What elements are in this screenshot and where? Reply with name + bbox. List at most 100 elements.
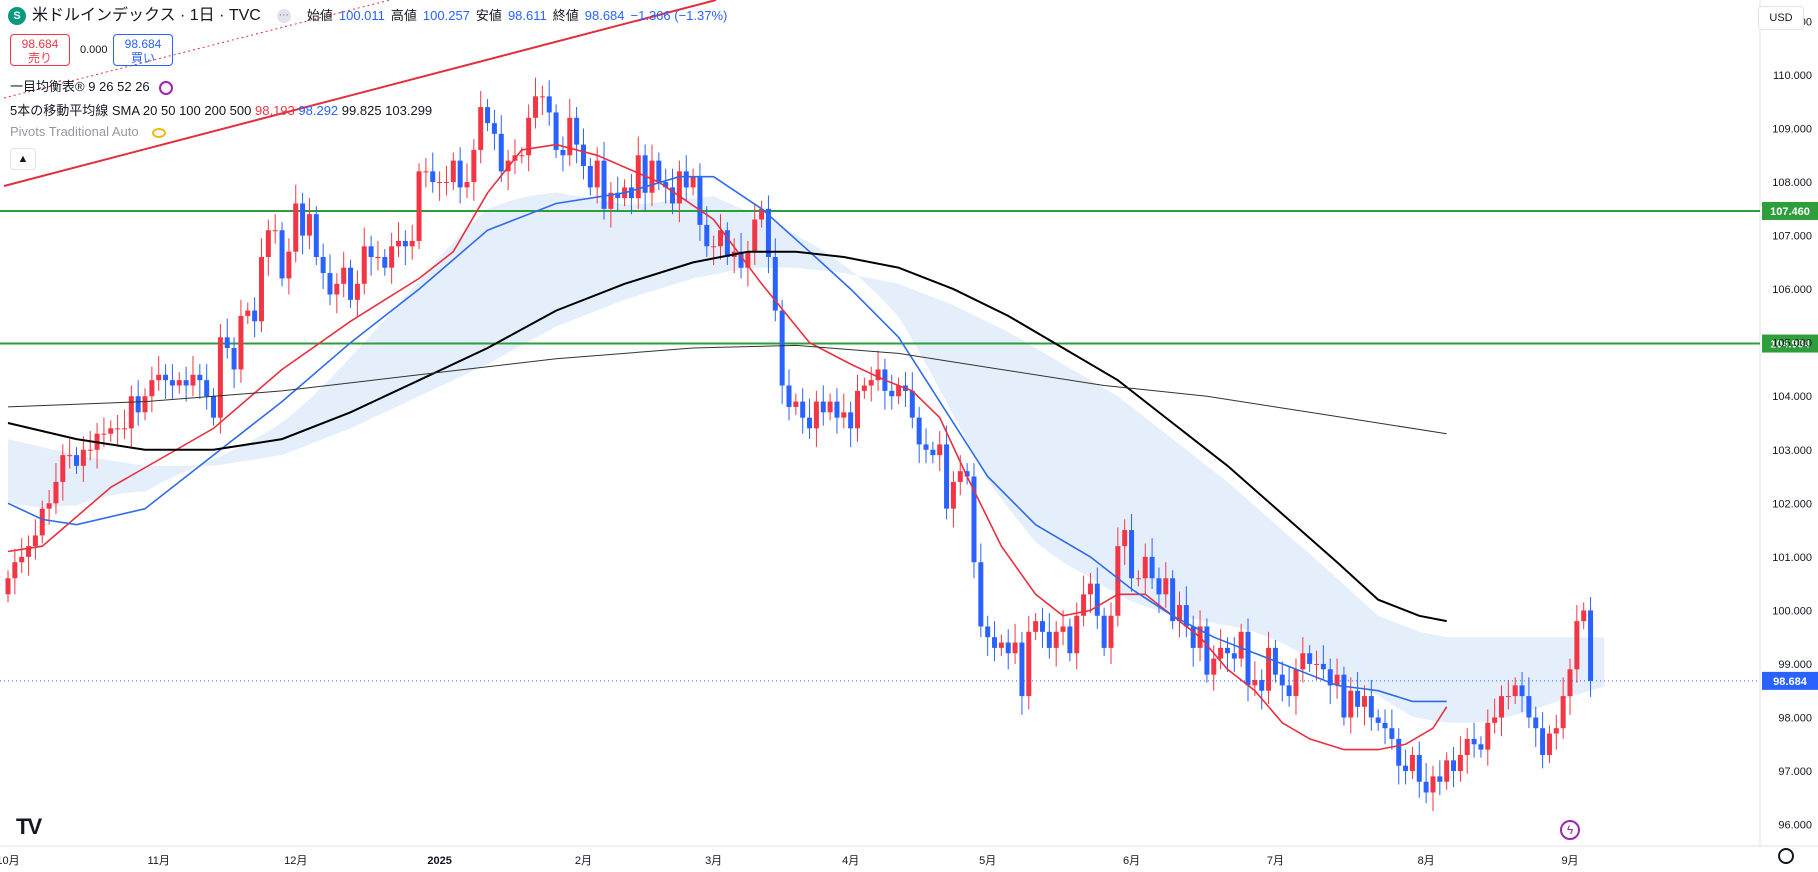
candle-body [1149, 556, 1155, 579]
pivots-legend[interactable]: Pivots Traditional Auto [10, 124, 167, 139]
open-label: 始値 [306, 8, 333, 23]
candle-body [272, 230, 278, 232]
candle-body [724, 230, 730, 258]
candle-body [930, 449, 936, 456]
candle-body [286, 251, 292, 279]
candle-body [149, 380, 155, 397]
x-tick-label: 2025 [427, 855, 451, 867]
gear-icon[interactable] [1778, 848, 1794, 864]
candle-body [183, 380, 189, 386]
high-label: 高値 [390, 8, 417, 23]
candle-body [156, 374, 162, 381]
candle-body [711, 246, 717, 248]
candle-body [567, 117, 573, 156]
candle-body [1252, 680, 1258, 686]
candle-body [1067, 626, 1073, 654]
candle-body [1478, 744, 1484, 750]
candle-body [389, 246, 395, 268]
candle-body [916, 417, 922, 445]
candle-body [560, 149, 566, 156]
candle-body [491, 123, 497, 134]
candle-body [738, 251, 744, 268]
buy-label: 買い [130, 51, 155, 65]
price-axis-bg [1766, 0, 1818, 872]
level-label-bg [1762, 334, 1818, 353]
hidden-eye-icon[interactable] [152, 127, 167, 138]
x-tick-label: 9月 [1561, 855, 1578, 867]
currency-button[interactable]: USD [1758, 6, 1804, 30]
sell-button[interactable]: 98.684 売り [10, 34, 70, 66]
more-options-icon[interactable]: ⋯ [276, 9, 291, 23]
y-tick-label: 104.000 [1772, 391, 1812, 403]
x-tick-label: 11月 [148, 855, 170, 867]
ma-value-1: 98.193 [255, 103, 295, 118]
refresh-icon[interactable] [159, 80, 174, 95]
candle-body [1177, 605, 1182, 622]
candle-body [176, 380, 182, 386]
candle-body [1553, 728, 1559, 734]
y-tick-label: 108.000 [1772, 177, 1812, 189]
candle-body [163, 374, 169, 381]
chart-legend: S 米ドルインデックス · 1日 · TVC ⋯ 始値 100.011 高値 100… [8, 6, 727, 26]
level-label: 107.460 [1770, 206, 1810, 218]
candle-body [985, 626, 991, 638]
candle-body [204, 380, 210, 397]
ma-legend[interactable]: 5本の移動平均線 SMA 20 50 100 200 500 98.193 98… [10, 100, 432, 119]
candle-body [1546, 733, 1552, 755]
ichimoku-label: 一目均衡表® [10, 79, 85, 94]
candle-body [190, 374, 196, 386]
x-tick-label: 7月 [1267, 855, 1284, 867]
candle-body [416, 171, 422, 241]
candle-body [1485, 722, 1491, 750]
spread-value: 0.000 [80, 44, 108, 56]
close-value: 98.684 [584, 8, 625, 23]
tradingview-logo[interactable]: TV [16, 814, 42, 839]
candle-body [779, 310, 785, 386]
ichimoku-cloud [8, 192, 1605, 723]
candle-body [1163, 578, 1169, 595]
candle-body [211, 396, 217, 418]
candle-body [601, 160, 607, 209]
candle-body [656, 160, 662, 183]
candle-body [1375, 717, 1381, 723]
buy-button[interactable]: 98.684 買い [113, 34, 173, 66]
candle-body [697, 176, 703, 225]
candle-body [1286, 685, 1292, 697]
chevron-up-icon[interactable]: ▲ [10, 148, 36, 170]
candle-body [1492, 717, 1498, 723]
lightning-icon[interactable]: ϟ [1560, 820, 1580, 840]
candle-body [642, 155, 648, 193]
candle-body [409, 240, 415, 247]
candle-body [224, 337, 230, 349]
y-tick-label: 103.000 [1772, 445, 1812, 457]
y-tick-label: 100.000 [1772, 605, 1812, 617]
candle-body [1293, 669, 1299, 697]
candle-body [300, 203, 306, 236]
y-tick-label: 99.000 [1778, 659, 1812, 671]
candle-body [464, 182, 470, 188]
candle-body [1382, 722, 1388, 729]
candle-body [1341, 674, 1347, 718]
candle-body [1451, 760, 1457, 772]
candle-body [752, 219, 758, 252]
y-tick-label: 96.000 [1778, 820, 1812, 832]
candle-body [875, 369, 881, 381]
low-label: 安値 [475, 8, 502, 23]
candle-body [108, 428, 114, 434]
ichimoku-legend[interactable]: 一目均衡表® 9 26 52 26 [10, 76, 174, 95]
candle-body [1081, 594, 1087, 616]
symbol-title[interactable]: 米ドルインデックス · 1日 · TVC [32, 7, 261, 24]
candle-body [539, 96, 545, 98]
candle-body [1046, 631, 1052, 648]
x-tick-label: 4月 [842, 855, 859, 867]
candle-body [1190, 626, 1196, 648]
y-tick-label: 97.000 [1778, 766, 1812, 778]
candle-body [265, 230, 271, 258]
y-tick-label: 106.000 [1772, 284, 1812, 296]
candle-body [978, 562, 984, 627]
candle-body [635, 155, 641, 199]
candle-body [238, 315, 244, 370]
candle-body [5, 578, 11, 595]
candle-body [402, 240, 408, 247]
